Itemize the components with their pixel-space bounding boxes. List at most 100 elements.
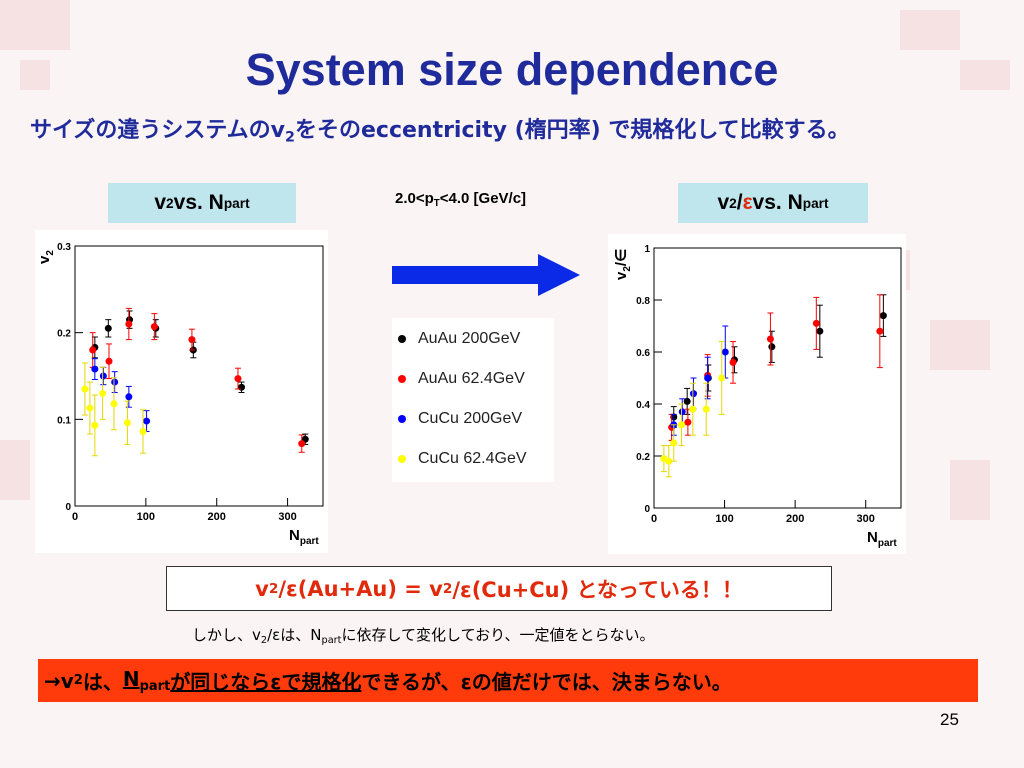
data-point: [721, 348, 729, 356]
data-point: [105, 357, 113, 365]
data-point: [81, 385, 89, 393]
page-title: System size dependence: [245, 44, 779, 95]
x-tick-label: 0: [651, 513, 657, 525]
legend: AuAu 200GeV AuAu 62.4GeV CuCu 200GeV CuCu 6…: [392, 318, 554, 482]
subtitle: サイズの違うシステムのv2をそのeccentricity (楕円率) で規格化し…: [30, 118, 850, 146]
data-point: [678, 408, 686, 416]
legend-label: AuAu 62.4GeV: [418, 370, 525, 387]
data-point: [768, 343, 776, 351]
legend-label: CuCu 62.4GeV: [418, 450, 527, 467]
data-point: [812, 319, 820, 327]
y-tick-label: 0.2: [636, 452, 650, 463]
data-point: [99, 389, 107, 397]
x-tick-label: 0: [72, 511, 78, 523]
x-axis-label-sub: part: [878, 538, 898, 549]
legend-item: AuAu 62.4GeV: [392, 364, 525, 394]
data-point: [123, 419, 131, 427]
legend-marker: [398, 455, 406, 463]
data-point: [670, 439, 678, 447]
data-point: [718, 374, 726, 382]
data-point: [99, 372, 107, 380]
x-tick-label: 100: [715, 513, 733, 525]
conclusion-box: v 2/ε(Au+Au) = v 2/ε(Cu+Cu) となっている！！: [166, 566, 832, 611]
plot-frame: [653, 247, 902, 509]
data-point: [766, 335, 774, 343]
page-number: 25: [940, 710, 959, 729]
decor-block: [900, 10, 960, 50]
legend-label: CuCu 200GeV: [418, 410, 523, 427]
data-point: [234, 375, 242, 383]
y-tick-label: 0.1: [57, 415, 71, 426]
legend-item: CuCu 200GeV: [392, 404, 522, 434]
legend-marker: [398, 415, 406, 423]
y-axis-label: v2: [36, 250, 56, 264]
data-point: [683, 397, 691, 405]
y-tick-label: 1: [644, 244, 650, 255]
data-point: [876, 327, 884, 335]
y-axis-label-sub: 2: [45, 250, 56, 256]
decor-block: [950, 460, 990, 520]
y-axis-label-eps: /∈: [613, 248, 630, 266]
note-text: しかし、v2/εは、Npartに依存して変化しており、一定値をとらない。: [192, 626, 655, 646]
data-point: [86, 404, 94, 412]
data-point: [89, 346, 97, 354]
data-point: [816, 327, 824, 335]
legend-item: CuCu 62.4GeV: [392, 444, 527, 474]
x-tick-label: 300: [857, 513, 875, 525]
x-axis-label: Npart: [289, 527, 319, 547]
data-point: [879, 312, 887, 320]
data-point: [238, 383, 246, 391]
data-point: [125, 393, 133, 401]
decor-block: [930, 320, 990, 370]
y-tick-label: 0.2: [57, 329, 71, 340]
legend-marker: [398, 335, 406, 343]
y-axis-label-sub: 2: [622, 266, 633, 272]
data-point: [150, 323, 158, 331]
arrow-icon: [392, 254, 580, 296]
data-point: [143, 417, 151, 425]
data-point: [298, 440, 306, 448]
v2-vs-npart-chart: 0 100 200 300 0 0.1 0.2 0.3 Npart v2: [36, 242, 324, 547]
decor-block: [20, 60, 50, 90]
data-point: [188, 336, 196, 344]
data-point: [91, 365, 99, 373]
data-point: [110, 400, 118, 408]
data-point: [690, 390, 698, 398]
v2-over-eps-vs-npart-chart: 0 100 200 300 0 0.2 0.4 0.6 0.8 1 Npart v2/∈: [613, 244, 902, 549]
data-point: [704, 374, 712, 382]
right-plot-panel: 0 100 200 300 0 0.2 0.4 0.6 0.8 1 Npart v2/∈: [608, 234, 906, 554]
data-point: [104, 324, 112, 332]
y-axis-label: v2/∈: [613, 248, 633, 280]
x-axis-label-sub: part: [300, 536, 320, 547]
legend-marker: [398, 375, 406, 383]
data-point: [689, 405, 697, 413]
data-point: [111, 378, 119, 386]
y-tick-label: 0.6: [636, 348, 650, 359]
y-tick-label: 0: [65, 502, 71, 513]
data-point: [702, 405, 710, 413]
data-point: [684, 418, 692, 426]
data-point: [665, 457, 673, 465]
data-point: [729, 358, 737, 366]
pt-range-label: 2.0<pT<4.0 [GeV/c]: [395, 190, 527, 209]
y-tick-label: 0: [644, 504, 650, 515]
x-tick-label: 200: [208, 511, 226, 523]
summary-banner: →v 2 は、 Npart が同じならεで規格化 できるが、εの値だけでは、決まらない。: [38, 659, 978, 702]
plot-frame: [74, 245, 324, 507]
x-tick-label: 300: [278, 511, 296, 523]
y-tick-label: 0.3: [57, 242, 71, 253]
legend-item: AuAu 200GeV: [392, 324, 520, 354]
data-point: [125, 320, 133, 328]
decor-block: [0, 440, 30, 500]
legend-label: AuAu 200GeV: [418, 330, 521, 347]
data-point: [91, 421, 99, 429]
x-axis-label: Npart: [867, 529, 897, 549]
data-point: [139, 427, 147, 435]
decor-block: [0, 0, 70, 50]
y-tick-label: 0.4: [636, 400, 650, 411]
x-tick-label: 100: [137, 511, 155, 523]
x-tick-label: 200: [786, 513, 804, 525]
y-tick-label: 0.8: [636, 296, 650, 307]
